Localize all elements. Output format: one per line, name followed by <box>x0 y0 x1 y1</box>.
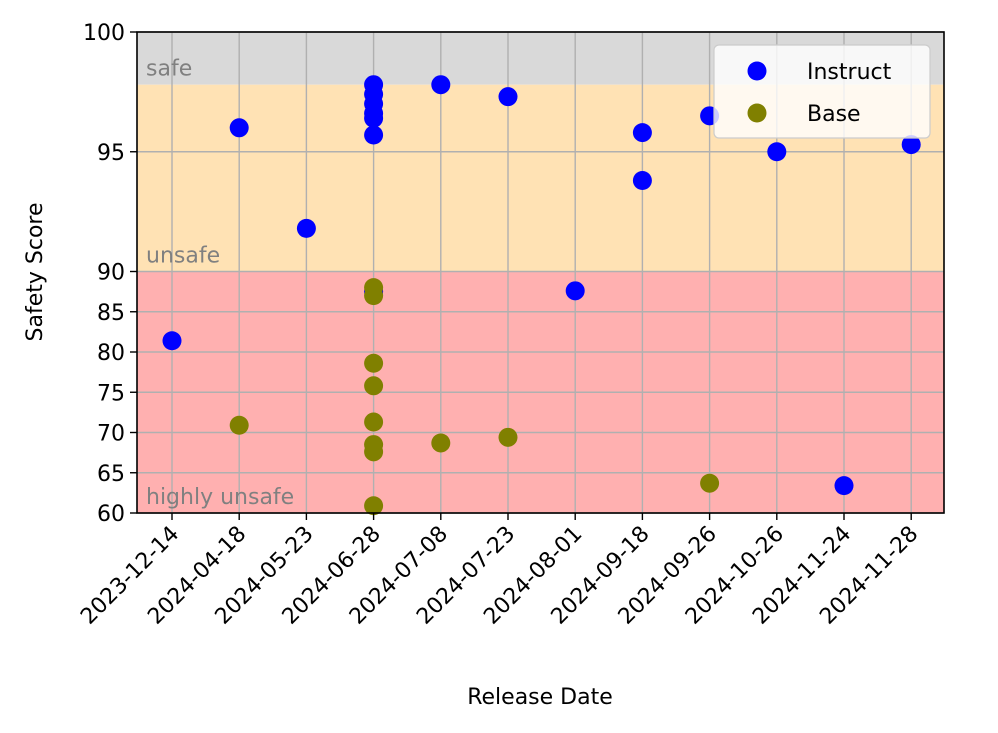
legend-label-instruct: Instruct <box>807 60 892 85</box>
legend-box <box>713 44 931 139</box>
point-instruct-7 <box>364 108 384 128</box>
point-instruct-14 <box>632 170 652 190</box>
y-tick-label-80: 80 <box>97 341 125 366</box>
y-tick-label-75: 75 <box>97 381 125 406</box>
y-axis-title: Safety Score <box>23 203 48 342</box>
point-instruct-18 <box>901 135 921 155</box>
point-base-9 <box>431 433 451 453</box>
point-base-3 <box>364 353 384 373</box>
y-tick-label-90: 90 <box>97 261 125 286</box>
band-label-unsafe: unsafe <box>146 244 220 269</box>
point-base-8 <box>364 496 384 516</box>
band-label-safe: safe <box>146 57 192 82</box>
plot-frame <box>136 31 945 514</box>
point-instruct-1 <box>229 118 249 138</box>
point-instruct-13 <box>632 123 652 143</box>
band-label-layer: safe unsafe highly unsafe <box>146 57 294 510</box>
point-base-2 <box>364 286 384 306</box>
point-instruct-10 <box>431 75 451 95</box>
y-tick-label-100: 100 <box>83 21 125 46</box>
points-layer <box>162 75 921 516</box>
point-base-4 <box>364 376 384 396</box>
y-tick-label-85: 85 <box>97 301 125 326</box>
y-tick-label-70: 70 <box>97 422 125 447</box>
point-instruct-17 <box>834 476 854 496</box>
legend-label-base: Base <box>807 102 861 127</box>
point-base-7 <box>364 442 384 462</box>
band-label-highly-unsafe: highly unsafe <box>146 485 294 510</box>
point-base-11 <box>700 473 720 493</box>
point-instruct-2 <box>296 218 316 238</box>
y-tick-label-95: 95 <box>97 141 125 166</box>
y-axis: 60 65 70 75 80 85 90 95 100 <box>83 21 137 527</box>
legend: Instruct Base <box>713 44 931 139</box>
x-axis-title: Release Date <box>467 685 613 710</box>
point-base-0 <box>229 415 249 435</box>
y-tick-label-65: 65 <box>97 462 125 487</box>
point-instruct-0 <box>162 331 182 351</box>
point-instruct-11 <box>498 87 518 107</box>
point-base-5 <box>364 412 384 432</box>
point-instruct-16 <box>767 142 787 162</box>
legend-marker-base <box>747 103 767 123</box>
point-instruct-12 <box>565 281 585 301</box>
x-axis: 2023-12-142024-04-182024-05-232024-06-28… <box>76 513 923 630</box>
y-tick-label-60: 60 <box>97 502 125 527</box>
point-instruct-8 <box>364 125 384 145</box>
legend-marker-instruct <box>747 61 767 81</box>
point-base-10 <box>498 427 518 447</box>
